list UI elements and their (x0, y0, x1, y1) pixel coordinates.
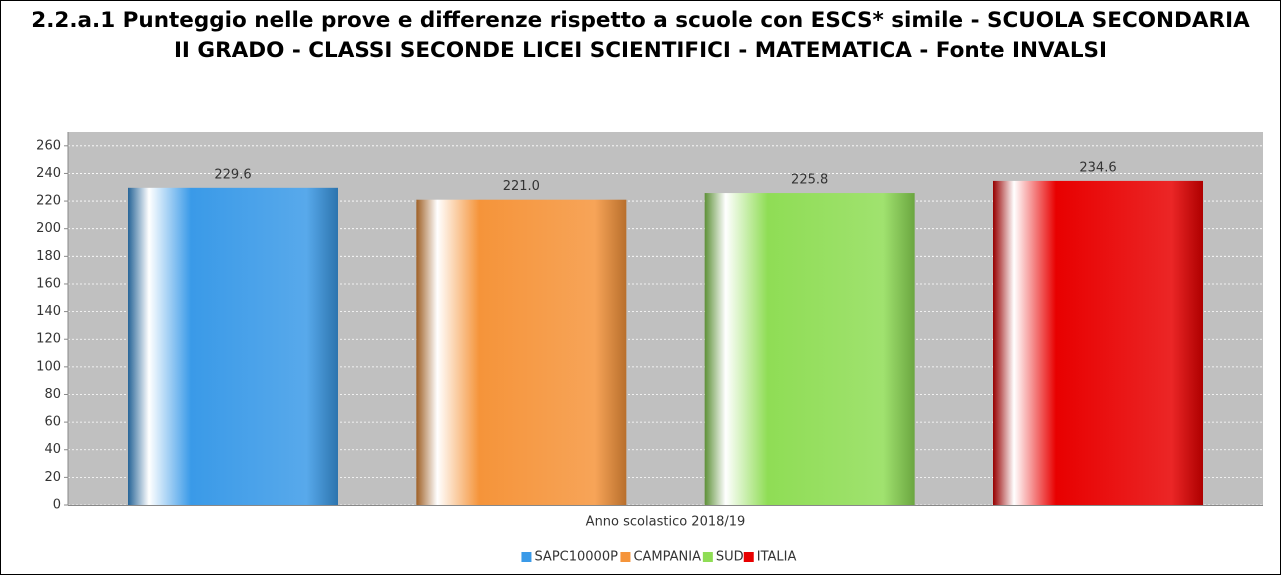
y-tick-label: 260 (36, 138, 61, 153)
bar (704, 193, 915, 506)
y-tick-label: 60 (44, 415, 61, 430)
value-label: 225.8 (791, 173, 828, 188)
y-tick-label: 140 (36, 304, 61, 319)
legend-swatch (620, 552, 631, 562)
legend-label: SUD (716, 550, 744, 565)
y-tick-label: 200 (36, 221, 61, 236)
y-tick-label: 220 (36, 194, 61, 209)
y-tick-label: 100 (36, 359, 61, 374)
y-tick-label: 240 (36, 166, 61, 181)
y-tick-label: 80 (44, 387, 61, 402)
y-tick-label: 0 (53, 498, 61, 513)
legend-swatch (702, 552, 713, 562)
bar (128, 187, 338, 505)
legend-label: CAMPANIA (633, 550, 701, 565)
value-label: 229.6 (214, 167, 251, 182)
bar (416, 199, 627, 505)
legend-label: SAPC10000P (534, 550, 618, 565)
legend-swatch (521, 552, 532, 562)
value-label: 221.0 (503, 179, 540, 194)
y-tick-label: 120 (36, 332, 61, 347)
value-label: 234.6 (1079, 160, 1116, 175)
bar (993, 180, 1203, 505)
chart-title: 2.2.a.1 Punteggio nelle prove e differen… (31, 8, 1250, 63)
legend-swatch (743, 552, 754, 562)
y-tick-label: 180 (36, 249, 61, 264)
y-tick-label: 160 (36, 276, 61, 291)
legend-label: ITALIA (757, 550, 797, 565)
x-tick-label: Anno scolastico 2018/19 (586, 515, 746, 530)
y-tick-label: 20 (44, 470, 61, 485)
y-tick-label: 40 (44, 442, 61, 457)
